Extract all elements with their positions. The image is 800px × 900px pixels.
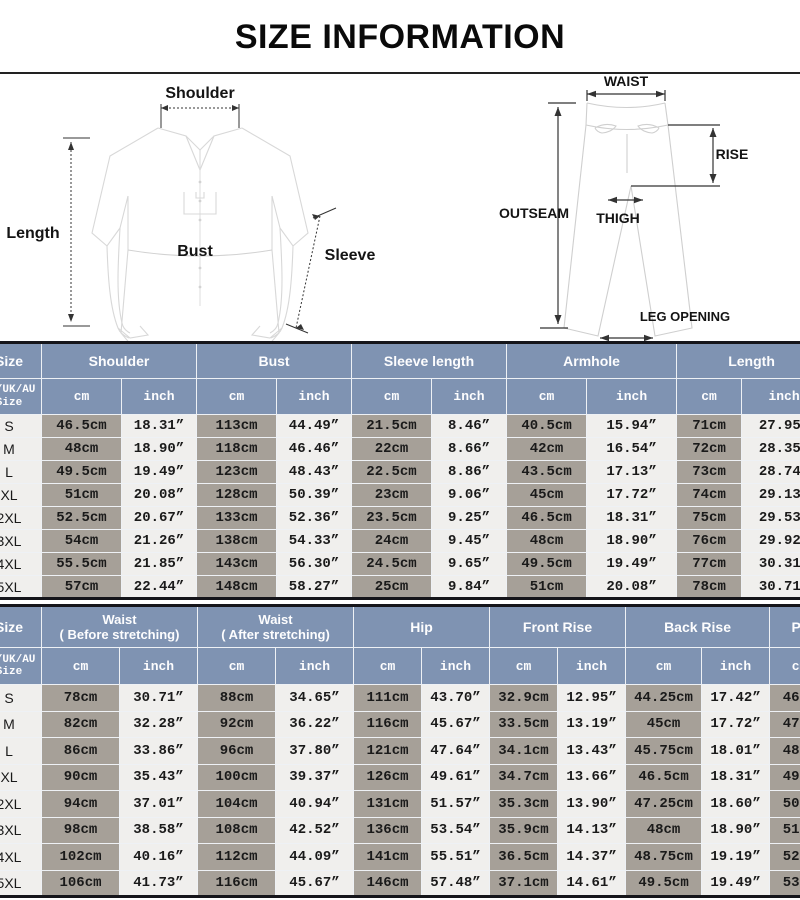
svg-text:Shoulder: Shoulder <box>165 85 234 102</box>
svg-text:RISE: RISE <box>716 146 749 162</box>
svg-text:Bust: Bust <box>177 243 213 260</box>
svg-text:Sleeve: Sleeve <box>325 247 376 264</box>
svg-text:LEG OPENING: LEG OPENING <box>640 309 730 324</box>
svg-text:Length: Length <box>6 225 59 242</box>
svg-text:THIGH: THIGH <box>596 210 640 226</box>
svg-text:OUTSEAM: OUTSEAM <box>499 205 569 221</box>
svg-text:WAIST: WAIST <box>604 73 649 89</box>
